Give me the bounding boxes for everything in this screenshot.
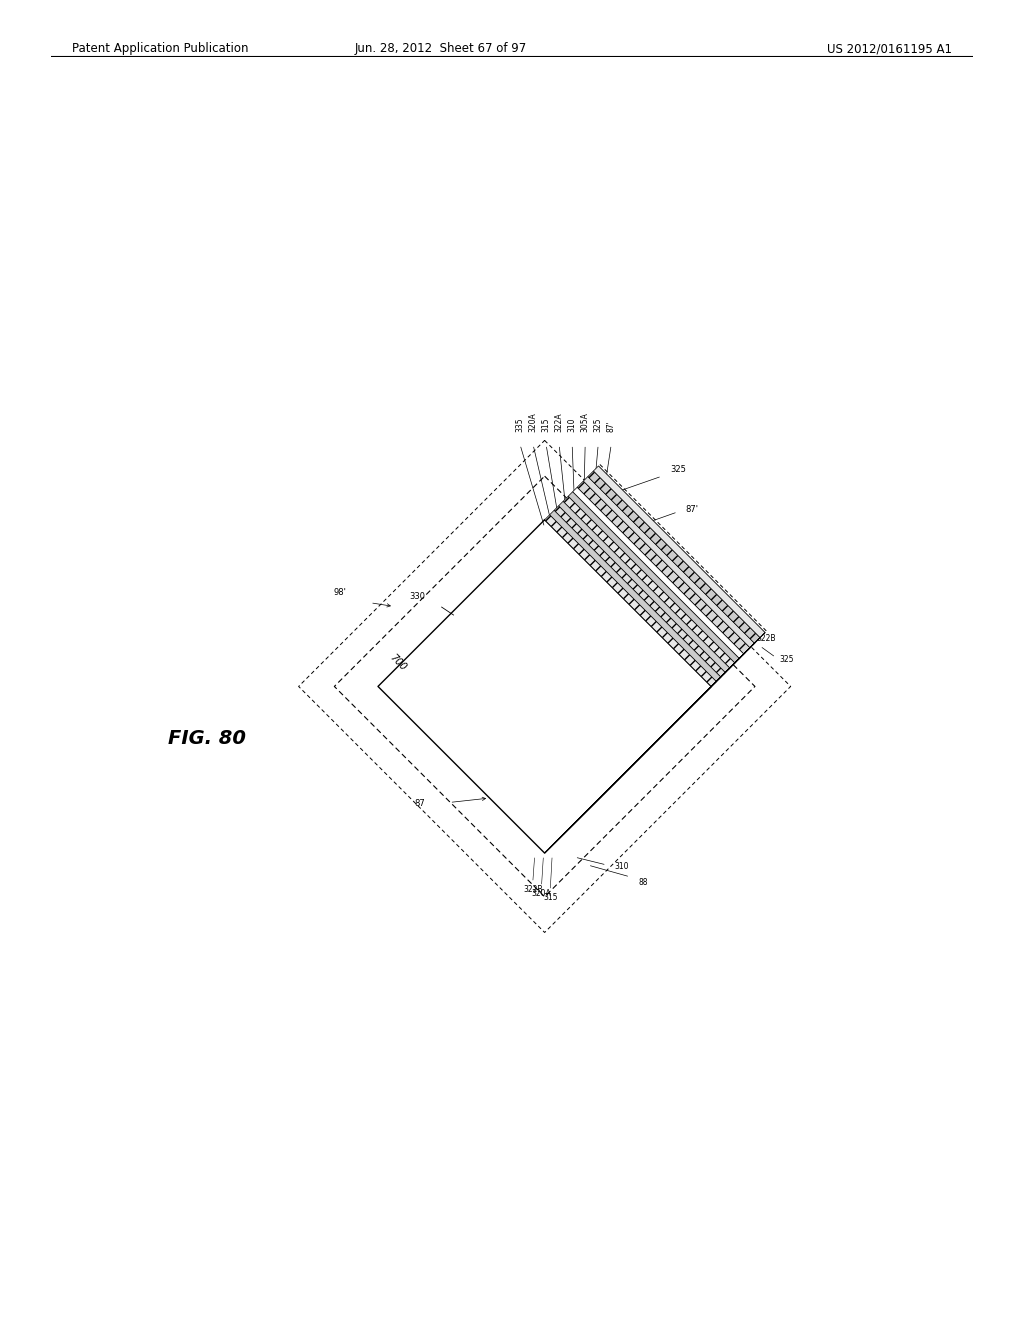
Polygon shape [588,471,760,643]
Polygon shape [545,515,717,686]
Text: 325: 325 [670,465,686,474]
Polygon shape [563,496,735,668]
Text: US 2012/0161195 A1: US 2012/0161195 A1 [827,42,952,55]
Text: 325: 325 [594,418,603,433]
Text: FIG. 80: FIG. 80 [168,729,246,747]
Text: 315: 315 [543,892,557,902]
Text: 320A: 320A [528,413,538,433]
Text: 87': 87' [686,504,698,513]
Polygon shape [584,477,755,648]
Polygon shape [572,487,743,659]
Text: 325: 325 [780,655,795,664]
Polygon shape [578,648,750,821]
Text: 322A: 322A [555,413,563,433]
Polygon shape [550,511,721,681]
Text: 305A: 305A [581,413,590,433]
Polygon shape [554,672,725,843]
Text: 98': 98' [334,587,346,597]
Polygon shape [563,663,735,834]
Text: 335: 335 [515,418,524,433]
Polygon shape [572,653,743,825]
Polygon shape [584,643,755,814]
Polygon shape [550,677,721,847]
Polygon shape [568,492,739,663]
Polygon shape [545,681,717,853]
Text: 330: 330 [410,593,426,601]
Text: Jun. 28, 2012  Sheet 67 of 97: Jun. 28, 2012 Sheet 67 of 97 [354,42,526,55]
Text: 88: 88 [638,878,648,887]
Text: 310: 310 [614,862,629,871]
Text: 322B: 322B [757,634,776,643]
Polygon shape [588,638,760,810]
Text: 315: 315 [542,418,551,433]
Polygon shape [554,506,725,677]
Text: 87': 87' [607,421,615,433]
Text: 322B: 322B [523,884,543,894]
Polygon shape [559,668,730,840]
Polygon shape [568,659,739,829]
Text: 87: 87 [415,800,426,808]
Polygon shape [594,466,765,638]
Polygon shape [578,480,750,653]
Polygon shape [559,502,730,672]
Text: 320A: 320A [531,888,551,898]
Text: 700: 700 [387,652,408,673]
Text: Patent Application Publication: Patent Application Publication [72,42,248,55]
Text: 310: 310 [567,418,577,433]
Polygon shape [594,632,765,804]
